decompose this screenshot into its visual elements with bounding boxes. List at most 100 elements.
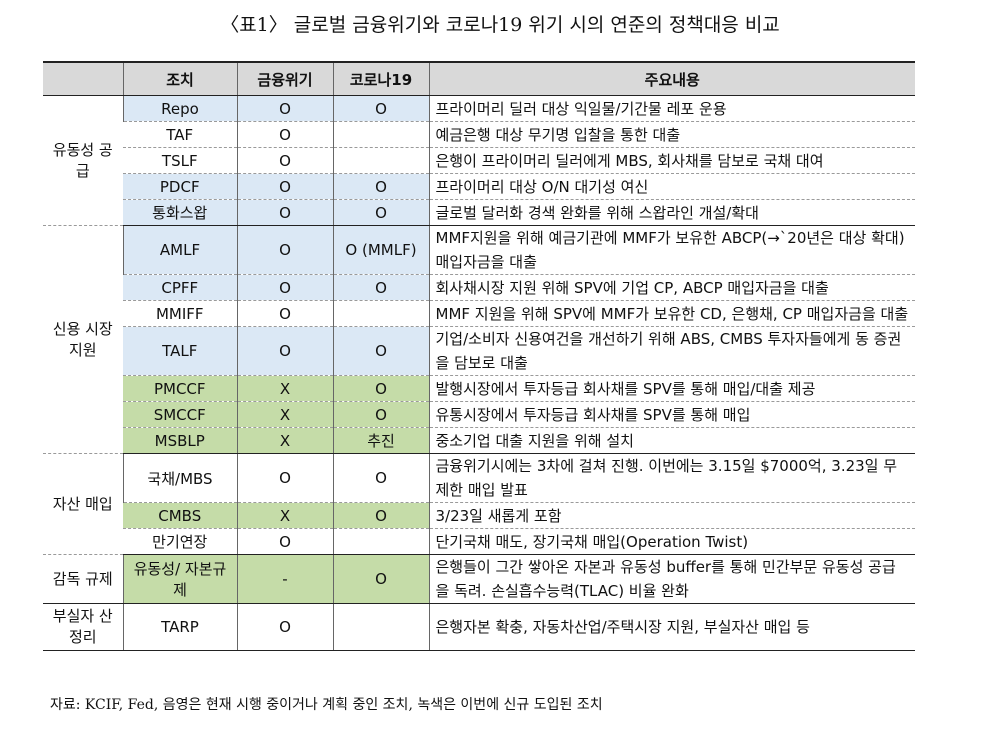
source-note: 자료: KCIF, Fed, 음영은 현재 시행 중이거나 계획 중인 조치, … [50,697,603,713]
header-gfc: 금융위기 [236,61,333,96]
gfc-cell: - [236,554,333,604]
gfc-cell: X [236,427,333,454]
table-row: TAF O 예금은행 대상 무기명 입찰을 통한 대출 [43,121,915,148]
table-row: 부실자 산정리 TARP O 은행자본 확충, 자동차산업/주택시장 지원, 부실자산… [43,603,915,651]
covid-cell: O [332,401,429,428]
measure-cell: CPFF [123,274,237,301]
gfc-cell: O [236,173,333,200]
description-cell: 유통시장에서 투자등급 회사채를 SPV를 통해 매입 [428,401,915,428]
description-cell: MMF 지원을 위해 SPV에 MMF가 보유한 CD, 은행채, CP 매입자… [428,300,915,327]
gfc-cell: O [236,603,333,651]
gfc-cell: O [236,300,333,327]
covid-cell: O [332,453,429,503]
measure-cell: 국채/MBS [122,453,237,503]
group-label: 유동성 공급 [43,95,123,226]
table-row: TSLF O 은행이 프라이머리 딜러에게 MBS, 회사채를 담보로 국채 대여 [43,147,915,174]
measure-cell: MSBLP [123,427,237,454]
description-cell: 금융위기시에는 3차에 걸쳐 진행. 이번에는 3.15일 $7000억, 3.… [428,453,915,503]
measure-cell: 만기연장 [123,528,237,555]
covid-cell: O [332,502,429,529]
gfc-cell: O [236,453,333,503]
measure-cell: PDCF [123,173,237,200]
table-row: SMCCF X O 유통시장에서 투자등급 회사채를 SPV를 통해 매입 [43,401,915,428]
measure-cell: PMCCF [123,375,237,402]
measure-cell: 유동성/ 자본규제 [122,554,237,604]
measure-cell: AMLF [122,225,237,275]
header-measure: 조치 [122,61,237,96]
table-row: CPFF O O 회사채시장 지원 위해 SPV에 기업 CP, ABCP 매입자금을… [43,274,915,301]
table-row: PMCCF X O 발행시장에서 투자등급 회사채를 SPV를 통해 매입/대출 제공 [43,375,915,402]
gfc-cell: O [236,147,333,174]
group-label: 부실자 산정리 [43,603,123,651]
covid-cell: O [332,199,429,226]
description-cell: 글로벌 달러화 경색 완화를 위해 스왑라인 개설/확대 [428,199,915,226]
header-covid: 코로나19 [332,61,429,96]
gfc-cell: X [236,502,333,529]
header-row: 조치 금융위기 코로나19 주요내용 [43,61,915,96]
gfc-cell: O [236,326,333,376]
description-cell: 예금은행 대상 무기명 입찰을 통한 대출 [428,121,915,148]
group-label: 자산 매입 [43,453,123,555]
covid-cell [332,121,429,148]
table-row: 만기연장 O 단기국채 매도, 장기국채 매입(Operation Twist) [43,528,915,555]
covid-cell: O [332,326,429,376]
description-cell: 기업/소비자 신용여건을 개선하기 위해 ABS, CMBS 투자자들에게 동 … [428,326,915,376]
measure-cell: CMBS [123,502,237,529]
covid-cell: O [332,554,429,604]
table-row: MMIFF O MMF 지원을 위해 SPV에 MMF가 보유한 CD, 은행채, … [43,300,915,327]
covid-cell: O [332,95,429,122]
description-cell: 3/23일 새롭게 포함 [428,502,915,529]
gfc-cell: X [236,401,333,428]
gfc-cell: O [236,95,333,122]
header-desc: 주요내용 [428,61,915,96]
group-label: 감독 규제 [43,554,123,604]
description-cell: 프라이머리 딜러 대상 익일물/기간물 레포 운용 [428,95,915,122]
table-row: 신용 시장 지원 AMLF O O (MMLF) MMF지원을 위해 예금기관에 MMF… [43,225,915,454]
covid-cell [332,603,429,651]
covid-cell [332,300,429,327]
table-row: 자산 매입 국채/MBS O O 금융위기시에는 3차에 걸쳐 진행. 이번에는 3.1… [43,453,915,555]
covid-cell: O (MMLF) [332,225,429,275]
measure-cell: Repo [122,95,237,122]
gfc-cell: X [236,375,333,402]
gfc-cell: O [236,528,333,555]
measure-cell: 통화스왑 [123,199,237,226]
header-group [43,61,123,96]
table-row: 유동성 공급 Repo O O 프라이머리 딜러 대상 익일물/기간물 레포 운용 [43,95,915,226]
description-cell: 프라이머리 대상 O/N 대기성 여신 [428,173,915,200]
table-body: 유동성 공급 Repo O O 프라이머리 딜러 대상 익일물/기간물 레포 운용 TAF… [43,95,915,651]
description-cell: 회사채시장 지원 위해 SPV에 기업 CP, ABCP 매입자금을 대출 [428,274,915,301]
description-cell: 발행시장에서 투자등급 회사채를 SPV를 통해 매입/대출 제공 [428,375,915,402]
measure-cell: MMIFF [123,300,237,327]
measure-cell: TAF [123,121,237,148]
table-row: MSBLP X 추진 중소기업 대출 지원을 위해 설치 [43,427,915,454]
measure-cell: TARP [122,603,237,651]
description-cell: MMF지원을 위해 예금기관에 MMF가 보유한 ABCP(→`20년은 대상 … [428,225,915,275]
measure-cell: TSLF [123,147,237,174]
covid-cell [332,147,429,174]
description-cell: 중소기업 대출 지원을 위해 설치 [428,427,915,454]
table-row: TALF O O 기업/소비자 신용여건을 개선하기 위해 ABS, CMBS 투자자… [43,326,915,376]
table-row: 감독 규제 유동성/ 자본규제 - O 은행들이 그간 쌓아온 자본과 유동성 buff… [43,554,915,604]
table-row: CMBS X O 3/23일 새롭게 포함 [43,502,915,529]
group-label: 신용 시장 지원 [43,225,123,454]
covid-cell: 추진 [332,427,429,454]
description-cell: 단기국채 매도, 장기국채 매입(Operation Twist) [428,528,915,555]
policy-comparison-table: 조치 금융위기 코로나19 주요내용 유동성 공급 Repo O O 프라이머리 딜러 … [43,61,915,651]
gfc-cell: O [236,121,333,148]
table-row: PDCF O O 프라이머리 대상 O/N 대기성 여신 [43,173,915,200]
description-cell: 은행들이 그간 쌓아온 자본과 유동성 buffer를 통해 민간부문 유동성 … [428,554,915,604]
description-cell: 은행자본 확충, 자동차산업/주택시장 지원, 부실자산 매입 등 [428,603,915,651]
gfc-cell: O [236,225,333,275]
covid-cell: O [332,274,429,301]
table-title: 〈표1〉 글로벌 금융위기와 코로나19 위기 시의 연준의 정책대응 비교 [220,14,780,36]
gfc-cell: O [236,199,333,226]
table-row: 통화스왑 O O 글로벌 달러화 경색 완화를 위해 스왑라인 개설/확대 [43,199,915,226]
covid-cell: O [332,375,429,402]
measure-cell: SMCCF [123,401,237,428]
gfc-cell: O [236,274,333,301]
covid-cell: O [332,173,429,200]
covid-cell [332,528,429,555]
measure-cell: TALF [123,326,237,376]
description-cell: 은행이 프라이머리 딜러에게 MBS, 회사채를 담보로 국채 대여 [428,147,915,174]
